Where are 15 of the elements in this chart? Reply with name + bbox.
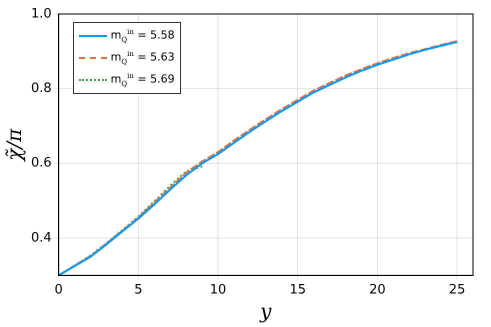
x-tick-label: 15 (289, 282, 306, 298)
y-axis-title: χ̃/π (2, 128, 26, 163)
legend-label: m$_{Q}$$^{in}$ = 5.63 (110, 48, 175, 68)
y-tick-label: 0.8 (30, 81, 52, 96)
x-tick-label: 10 (210, 282, 226, 298)
x-tick-label: 20 (369, 282, 386, 298)
x-tick-label: 5 (134, 282, 142, 298)
legend-label: m$_{Q}$$^{in}$ = 5.69 (110, 70, 175, 90)
x-tick-label: 0 (54, 282, 63, 298)
x-tick-label: 25 (448, 282, 466, 298)
y-tick-label: 0.6 (30, 156, 52, 171)
y-tick-label: 0.4 (30, 230, 52, 246)
legend-label: m$_{Q}$$^{in}$ = 5.58 (110, 27, 175, 46)
x-axis-title: y (259, 299, 272, 324)
y-tick-label: 1.0 (30, 6, 52, 22)
